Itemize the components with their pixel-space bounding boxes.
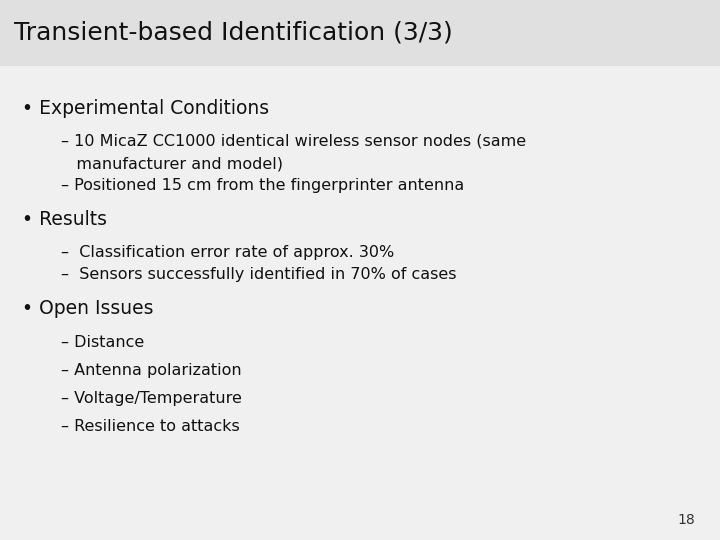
Text: • Experimental Conditions: • Experimental Conditions bbox=[22, 98, 269, 118]
Text: 18: 18 bbox=[677, 512, 695, 526]
Text: –  Classification error rate of approx. 30%: – Classification error rate of approx. 3… bbox=[61, 245, 395, 260]
Text: • Results: • Results bbox=[22, 210, 107, 229]
Text: – Distance: – Distance bbox=[61, 335, 145, 350]
Text: manufacturer and model): manufacturer and model) bbox=[61, 156, 283, 171]
Text: – Antenna polarization: – Antenna polarization bbox=[61, 363, 242, 378]
Text: Transient-based Identification (3/3): Transient-based Identification (3/3) bbox=[14, 21, 453, 45]
Text: – Positioned 15 cm from the fingerprinter antenna: – Positioned 15 cm from the fingerprinte… bbox=[61, 178, 464, 193]
Text: • Open Issues: • Open Issues bbox=[22, 299, 153, 319]
FancyBboxPatch shape bbox=[0, 0, 720, 66]
Text: – Resilience to attacks: – Resilience to attacks bbox=[61, 419, 240, 434]
Text: –  Sensors successfully identified in 70% of cases: – Sensors successfully identified in 70%… bbox=[61, 267, 456, 282]
Text: – Voltage/Temperature: – Voltage/Temperature bbox=[61, 391, 242, 406]
Text: – 10 MicaZ CC1000 identical wireless sensor nodes (same: – 10 MicaZ CC1000 identical wireless sen… bbox=[61, 134, 526, 149]
